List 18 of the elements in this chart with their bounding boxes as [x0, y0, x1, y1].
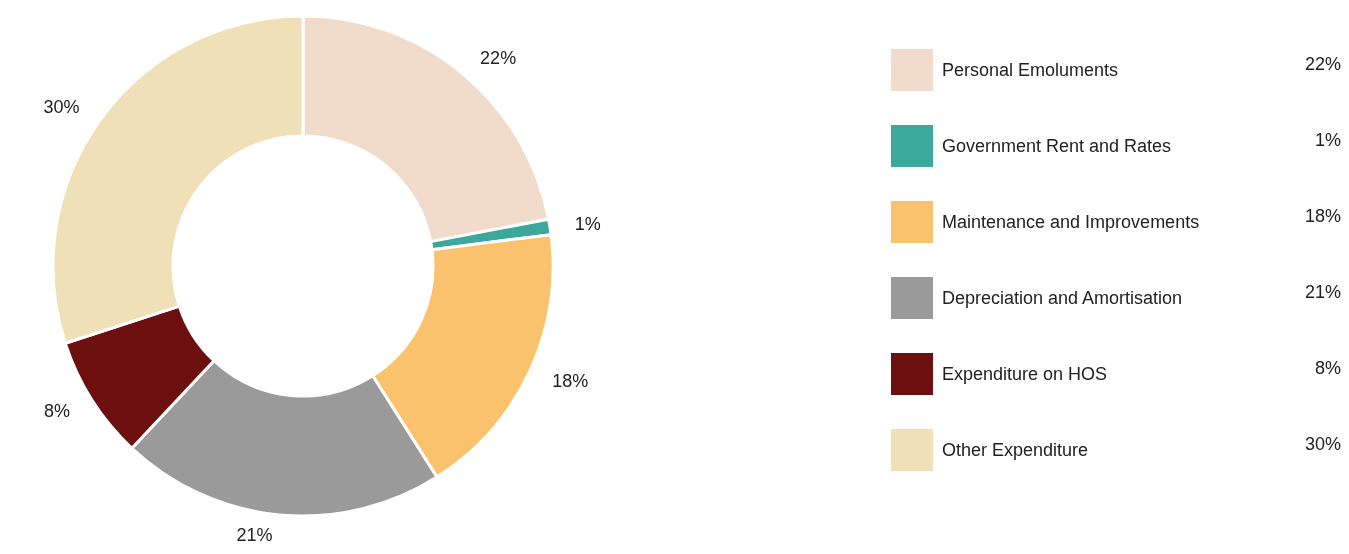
legend-label: Government Rent and Rates — [942, 136, 1172, 156]
text: 21% — [1304, 282, 1341, 302]
text: 1% — [1314, 130, 1341, 150]
legend-label: Personal Emoluments — [942, 60, 1119, 80]
legend-label: Expenditure on HOS — [942, 364, 1108, 384]
legend-label: Depreciation and Amortisation — [942, 288, 1183, 308]
data-label: 21% — [236, 524, 273, 545]
legend-label: Maintenance and Improvements — [942, 212, 1200, 232]
data-label: 22% — [480, 47, 517, 68]
data-label: 18% — [552, 370, 589, 391]
text: 18% — [1304, 206, 1341, 226]
data-label: 8% — [44, 400, 71, 421]
data-label: 30% — [43, 97, 80, 118]
legend-label: Other Expenditure — [942, 440, 1089, 460]
text: 8% — [1314, 358, 1341, 378]
text: 30% — [1304, 434, 1341, 454]
text: 22% — [1304, 54, 1341, 74]
data-label: 1% — [574, 213, 601, 234]
